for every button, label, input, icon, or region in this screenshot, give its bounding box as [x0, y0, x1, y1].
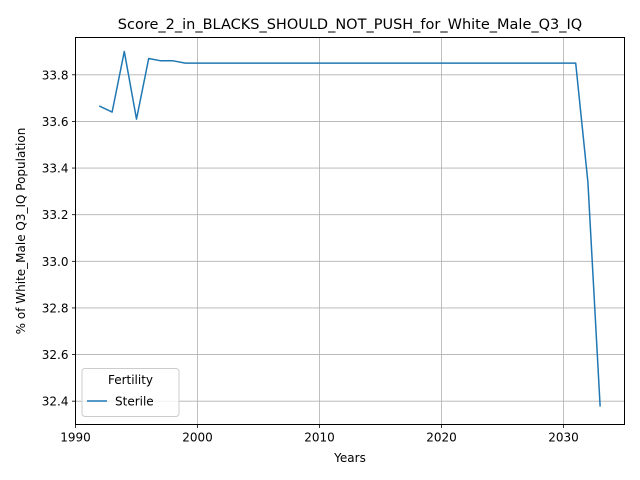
- plot-frame: [75, 37, 625, 425]
- x-tick-label: 1990: [60, 431, 91, 445]
- y-tick-label: 33.0: [42, 255, 69, 269]
- chart-title: Score_2_in_BLACKS_SHOULD_NOT_PUSH_for_Wh…: [118, 17, 582, 33]
- series-line-sterile: [98, 50, 601, 407]
- y-tick-label: 32.4: [42, 395, 69, 409]
- legend-box: [81, 368, 180, 417]
- legend-title: Fertility: [108, 373, 153, 387]
- x-tick-label: 2000: [182, 431, 213, 445]
- x-axis-label: Years: [333, 451, 366, 465]
- y-tick-label: 32.8: [42, 301, 69, 315]
- y-tick-label: 33.2: [42, 208, 69, 222]
- y-tick-label: 32.6: [42, 348, 69, 362]
- legend-label-sterile: Sterile: [115, 395, 154, 409]
- grid-lines: [75, 37, 625, 425]
- series-layer: [98, 50, 601, 407]
- y-tick-label: 33.8: [42, 68, 69, 82]
- x-tick-label: 2030: [548, 431, 579, 445]
- legend: Fertility Sterile: [81, 368, 180, 417]
- y-axis-ticks: 32.4 32.6 32.8 33.0 33.2 33.4 33.6 33.8: [42, 68, 76, 409]
- y-tick-label: 33.6: [42, 115, 69, 129]
- x-tick-label: 2020: [426, 431, 457, 445]
- y-tick-label: 33.4: [42, 162, 69, 176]
- y-axis-label: % of White_Male Q3_IQ Population: [14, 128, 28, 335]
- x-tick-label: 2010: [304, 431, 335, 445]
- x-axis-ticks: 1990 2000 2010 2020 2030: [60, 424, 579, 445]
